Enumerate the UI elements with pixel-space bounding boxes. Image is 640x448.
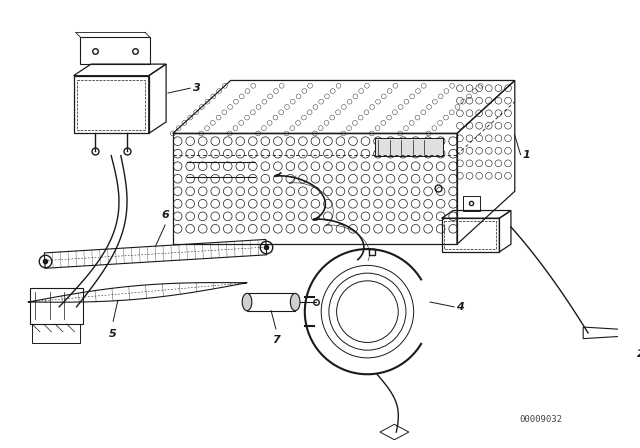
Text: 00009032: 00009032 <box>519 415 563 424</box>
Bar <box>463 196 480 211</box>
Bar <box>444 221 497 249</box>
Bar <box>77 79 145 129</box>
Text: 4: 4 <box>456 302 464 312</box>
Text: 7: 7 <box>272 335 280 345</box>
Bar <box>32 324 81 344</box>
Text: 5: 5 <box>109 329 117 339</box>
Bar <box>247 293 295 311</box>
Bar <box>375 138 442 155</box>
Text: 1: 1 <box>522 150 531 159</box>
Bar <box>81 37 150 64</box>
Ellipse shape <box>291 293 300 311</box>
Text: 3: 3 <box>193 83 201 93</box>
Bar <box>30 288 83 324</box>
Text: 6: 6 <box>161 210 169 220</box>
Text: 2: 2 <box>637 349 640 359</box>
Ellipse shape <box>242 293 252 311</box>
